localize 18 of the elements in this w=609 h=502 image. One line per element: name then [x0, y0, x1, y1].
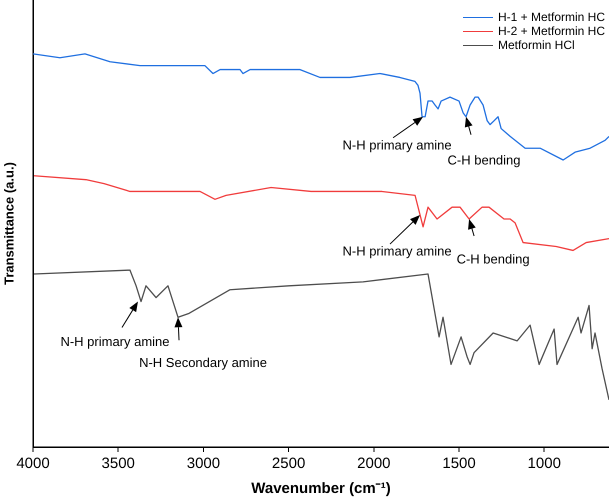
- annotation: C-H bending: [456, 252, 530, 267]
- x-tick-label: 4000: [16, 455, 50, 472]
- x-axis-title: Wavenumber (cm⁻¹): [251, 480, 391, 498]
- legend-label: H-1 + Metformin HC: [498, 10, 605, 24]
- annotation: N-H primary amine: [342, 244, 452, 259]
- x-tick-label: 3500: [102, 455, 135, 472]
- x-tick-label: 1500: [442, 455, 476, 472]
- x-tick-label: 2000: [357, 455, 391, 472]
- annotation: N-H Secondary amine: [139, 354, 267, 370]
- legend-label: H-2 + Metformin HC: [498, 24, 605, 38]
- x-tick-label: 2500: [272, 455, 306, 472]
- annotation: N-H primary amine: [342, 137, 452, 152]
- y-axis-title: Transmittance (a.u.): [1, 162, 16, 285]
- annotation: C-H bending: [448, 152, 521, 168]
- legend-label: Metformin HCl: [498, 38, 575, 52]
- x-tick-label: 1000: [528, 455, 561, 472]
- annotation: N-H primary amine: [60, 334, 170, 350]
- x-tick-label: 3000: [186, 455, 220, 472]
